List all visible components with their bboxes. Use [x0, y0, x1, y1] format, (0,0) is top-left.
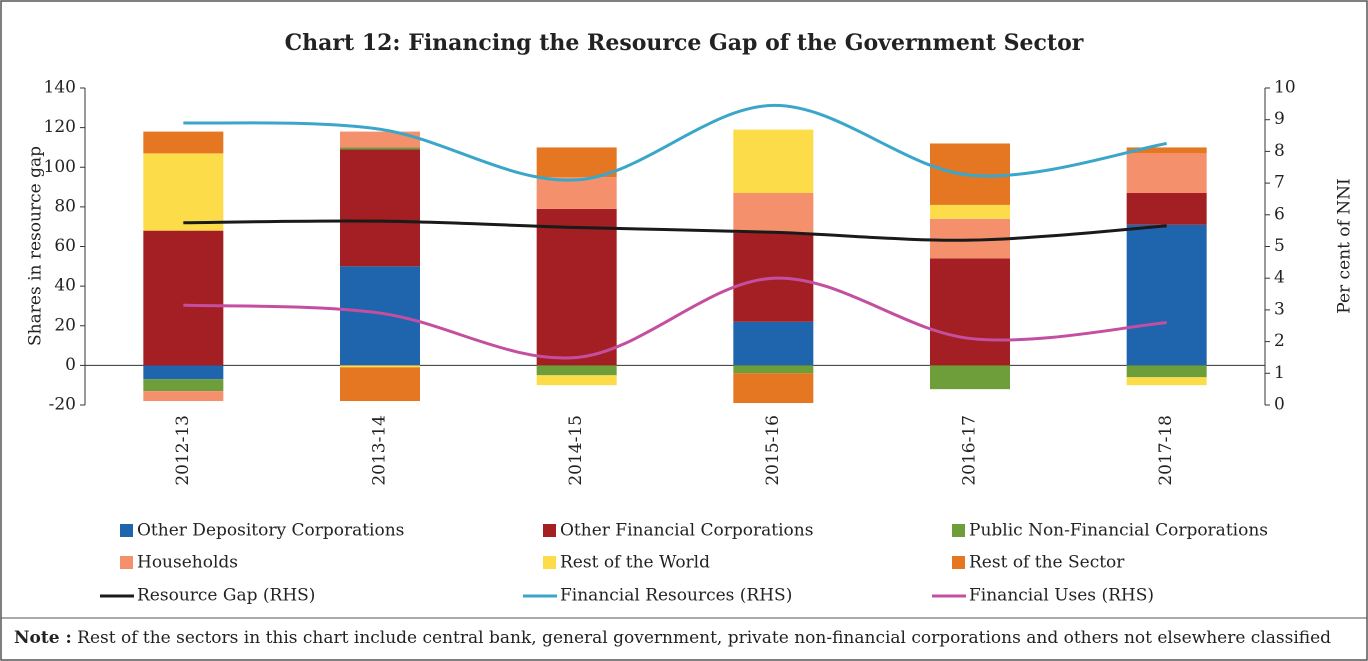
y2-tick-label: 7: [1274, 173, 1285, 193]
bar: [1126, 193, 1207, 225]
y2-tick-label: 5: [1274, 236, 1285, 256]
x-tick-label: 2012-13: [173, 415, 193, 486]
y-tick-label: 0: [65, 355, 76, 375]
bar: [733, 373, 814, 404]
legend-swatch: [120, 556, 133, 569]
y2-tick-label: 8: [1274, 141, 1285, 161]
bar: [1126, 147, 1207, 154]
y2-tick-label: 6: [1274, 204, 1285, 224]
bar: [536, 365, 617, 376]
bar: [733, 365, 814, 374]
bar: [1126, 224, 1207, 366]
bar: [733, 193, 814, 233]
legend-label: Rest of the Sector: [969, 553, 1125, 573]
bar: [143, 391, 224, 402]
bar: [340, 365, 420, 368]
y-axis-label: Shares in resource gap: [26, 146, 46, 346]
bar: [536, 147, 617, 178]
chart-title: Chart 12: Financing the Resource Gap of …: [285, 30, 1084, 56]
legend-label: Other Depository Corporations: [137, 521, 404, 541]
bar: [733, 321, 814, 366]
bar: [733, 129, 814, 194]
bar: [930, 258, 1010, 366]
legend-label: Rest of the World: [560, 553, 710, 573]
bar: [340, 266, 420, 366]
bar: [340, 149, 420, 267]
bar: [340, 131, 420, 148]
y2-tick-label: 2: [1274, 331, 1285, 351]
line: [183, 219, 1167, 242]
bar: [930, 365, 1010, 390]
bar: [1126, 365, 1207, 378]
legend-swatch: [120, 524, 133, 537]
bar: [143, 365, 224, 380]
bar: [143, 131, 224, 154]
y-tick-label: 40: [54, 276, 76, 296]
y-tick-label: 140: [44, 78, 76, 98]
y-tick-label: 80: [54, 196, 76, 216]
legend-swatch: [543, 556, 556, 569]
legend-label: Resource Gap (RHS): [137, 586, 315, 606]
legend-swatch: [952, 556, 965, 569]
legend-label: Financial Uses (RHS): [969, 586, 1154, 606]
y2-tick-label: 3: [1274, 299, 1285, 319]
note-text: Rest of the sectors in this chart includ…: [77, 628, 1331, 648]
legend-label: Households: [137, 553, 238, 573]
bar: [340, 147, 420, 150]
x-tick-label: 2013-14: [370, 415, 390, 486]
bar: [1126, 153, 1207, 194]
y-tick-label: 120: [44, 117, 76, 137]
bar: [930, 204, 1010, 219]
bar: [143, 230, 224, 366]
x-tick-label: 2016-17: [960, 415, 980, 486]
x-tick-label: 2017-18: [1156, 415, 1176, 486]
legend-label: Other Financial Corporations: [560, 521, 813, 541]
bar: [536, 375, 617, 386]
legend-swatch: [952, 524, 965, 537]
line: [183, 103, 1167, 182]
y2-tick-label: 0: [1274, 395, 1285, 415]
y2-tick-label: 1: [1274, 363, 1285, 383]
y2-tick-label: 9: [1274, 109, 1285, 129]
legend-label: Financial Resources (RHS): [560, 586, 792, 606]
y-tick-label: -20: [49, 395, 76, 415]
y2-tick-label: 10: [1274, 78, 1296, 98]
y2-tick-label: 4: [1274, 268, 1285, 288]
legend-swatch: [543, 524, 556, 537]
y-tick-label: 100: [44, 157, 76, 177]
y-tick-label: 60: [54, 236, 76, 256]
note-label: Note :: [14, 628, 72, 648]
bar: [536, 208, 617, 366]
y2-axis-label: Per cent of NNI: [1335, 178, 1355, 313]
line: [183, 276, 1167, 360]
bar: [1126, 377, 1207, 386]
x-tick-label: 2015-16: [763, 415, 783, 486]
note: Note : Rest of the sectors in this chart…: [14, 628, 1331, 648]
bar: [536, 177, 617, 209]
bar: [340, 367, 420, 402]
bar: [143, 153, 224, 231]
x-tick-label: 2014-15: [566, 415, 586, 486]
legend-label: Public Non-Financial Corporations: [969, 521, 1268, 541]
bar: [143, 379, 224, 392]
y-tick-label: 20: [54, 315, 76, 335]
